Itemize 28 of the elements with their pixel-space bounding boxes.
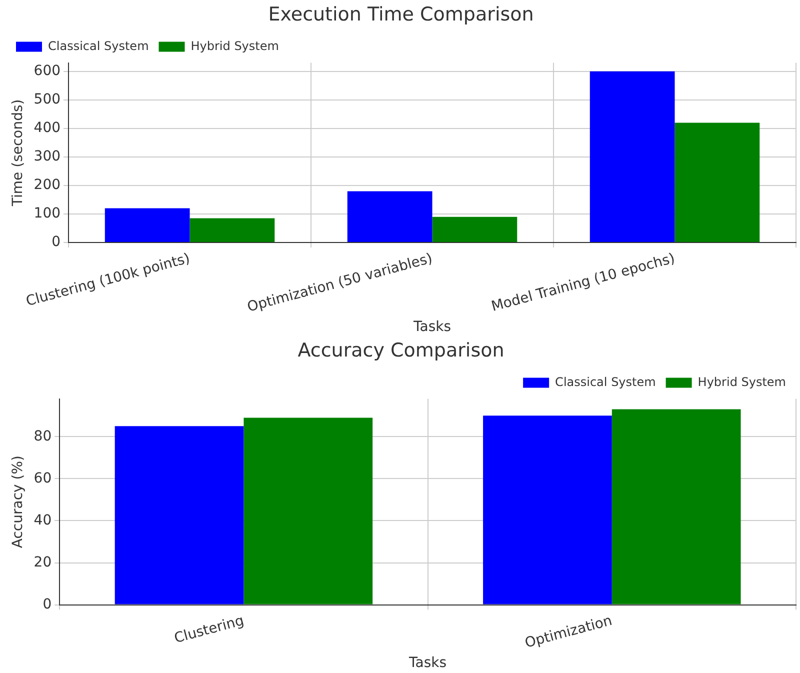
x-axis-title: Tasks bbox=[408, 655, 447, 672]
y-tick-label: 400 bbox=[34, 120, 61, 136]
y-tick-label: 20 bbox=[34, 554, 52, 570]
y-tick-label: 0 bbox=[52, 234, 61, 250]
y-tick-label: 100 bbox=[34, 206, 61, 222]
y-tick-label: 60 bbox=[34, 470, 52, 486]
bar bbox=[104, 208, 190, 242]
y-axis-title: Accuracy (%) bbox=[10, 456, 26, 548]
y-tick-label: 80 bbox=[34, 428, 52, 444]
y-tick-label: 300 bbox=[34, 148, 61, 165]
bar bbox=[590, 71, 675, 242]
y-tick-label: 500 bbox=[34, 92, 61, 108]
chart-title: Accuracy Comparison bbox=[298, 339, 504, 362]
bar bbox=[432, 216, 518, 242]
bar bbox=[190, 218, 275, 242]
legend-label: Hybrid System bbox=[190, 38, 279, 53]
x-axis-title: Tasks bbox=[412, 319, 452, 336]
y-axis-title: Time (seconds) bbox=[10, 99, 26, 208]
bar bbox=[347, 191, 432, 242]
chart-title: Execution Time Comparison bbox=[268, 3, 534, 26]
y-tick-label: 40 bbox=[34, 512, 52, 528]
y-tick-label: 600 bbox=[34, 63, 61, 79]
y-tick-label: 200 bbox=[34, 177, 61, 194]
legend-label: Hybrid System bbox=[698, 374, 786, 389]
legend-label: Classical System bbox=[555, 374, 656, 389]
y-tick-label: 0 bbox=[42, 596, 52, 612]
legend-label: Classical System bbox=[48, 38, 149, 53]
bar bbox=[674, 122, 760, 242]
